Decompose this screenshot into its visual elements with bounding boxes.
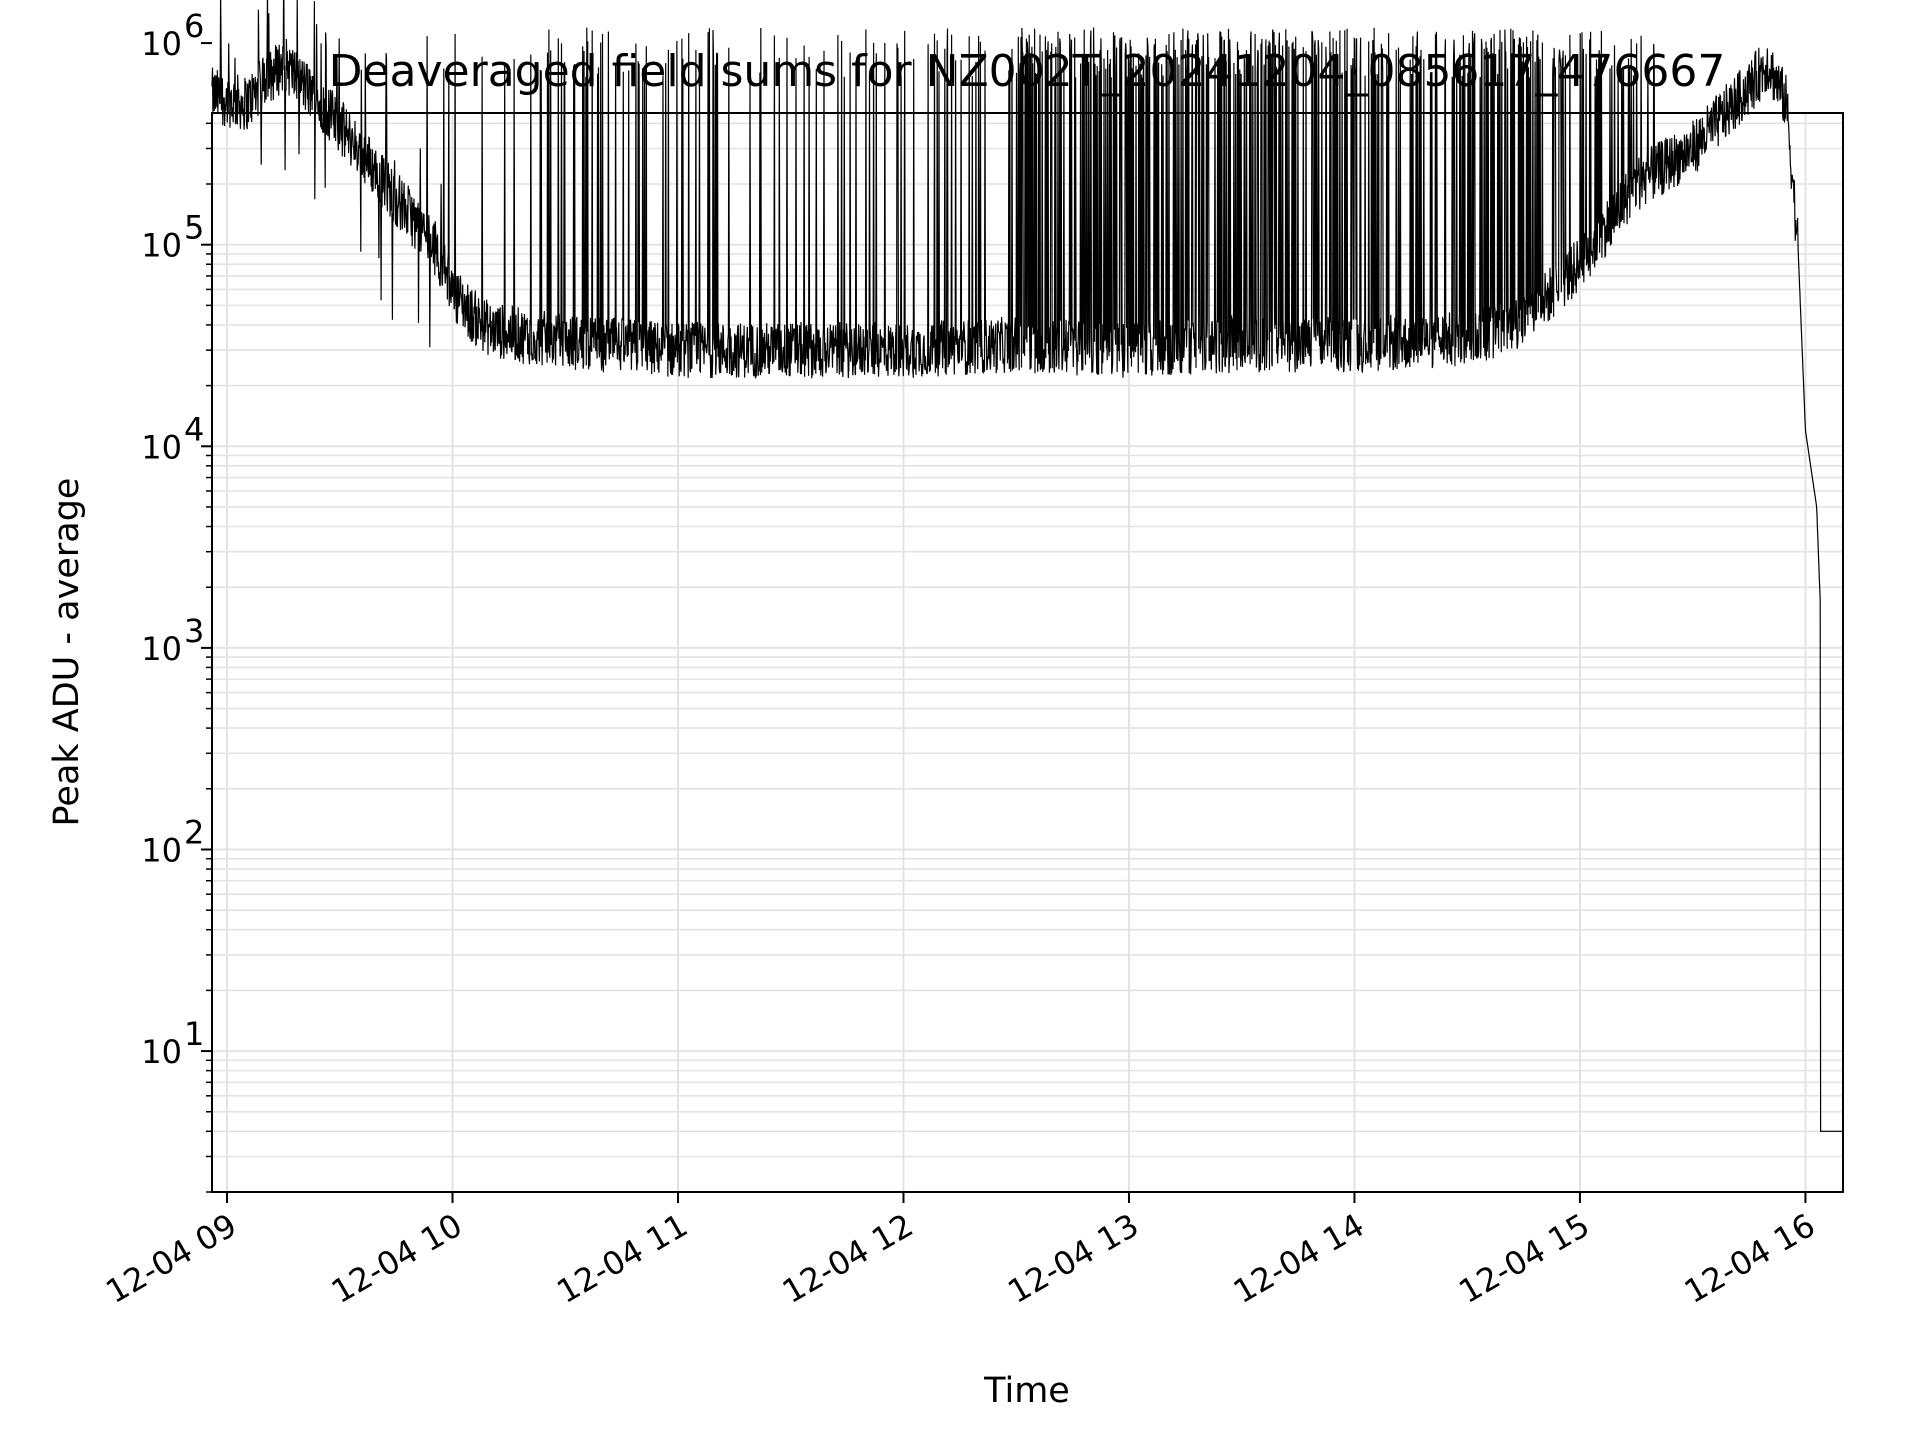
x-tick-label: 12-04 15: [1452, 1206, 1596, 1311]
x-tick-label: 12-04 14: [1227, 1206, 1371, 1311]
y-axis-label: Peak ADU - average: [47, 478, 87, 827]
plot-frame: [211, 112, 1844, 1193]
y-tick-exponent: 6: [184, 7, 204, 45]
x-ticks: 12-04 09 12-04 10 12-04 11 12-04 12 12-04 13…: [99, 1192, 1821, 1311]
series-layer: [211, 0, 1843, 1132]
x-tick-label: 12-04 13: [1001, 1206, 1145, 1311]
y-tick-exponent: 1: [184, 1015, 204, 1053]
x-tick-label: 12-04 10: [325, 1206, 469, 1311]
x-tick-label: 12-04 11: [550, 1206, 694, 1311]
x-axis-label: Time: [983, 1371, 1070, 1411]
y-tick-exponent: 3: [184, 612, 204, 650]
y-tick-label: 10: [141, 1033, 182, 1071]
y-tick-exponent: 5: [184, 209, 204, 247]
x-tick-label: 12-04 12: [776, 1206, 920, 1311]
y-tick-label: 10: [141, 630, 182, 668]
y-tick-label: 10: [141, 831, 182, 869]
x-tick-label: 12-04 09: [99, 1206, 243, 1311]
y-tick-exponent: 2: [184, 813, 204, 851]
y-tick-label: 10: [141, 25, 182, 63]
y-tick-label: 10: [141, 227, 182, 265]
grid-layer: [212, 113, 1843, 1193]
x-tick-label: 12-04 16: [1678, 1206, 1822, 1311]
series-line: [211, 0, 1843, 1132]
chart-title: Deaveraged field sums for NZ002T_2024120…: [329, 46, 1726, 97]
y-tick-label: 10: [141, 428, 182, 466]
y-tick-exponent: 4: [184, 410, 204, 448]
